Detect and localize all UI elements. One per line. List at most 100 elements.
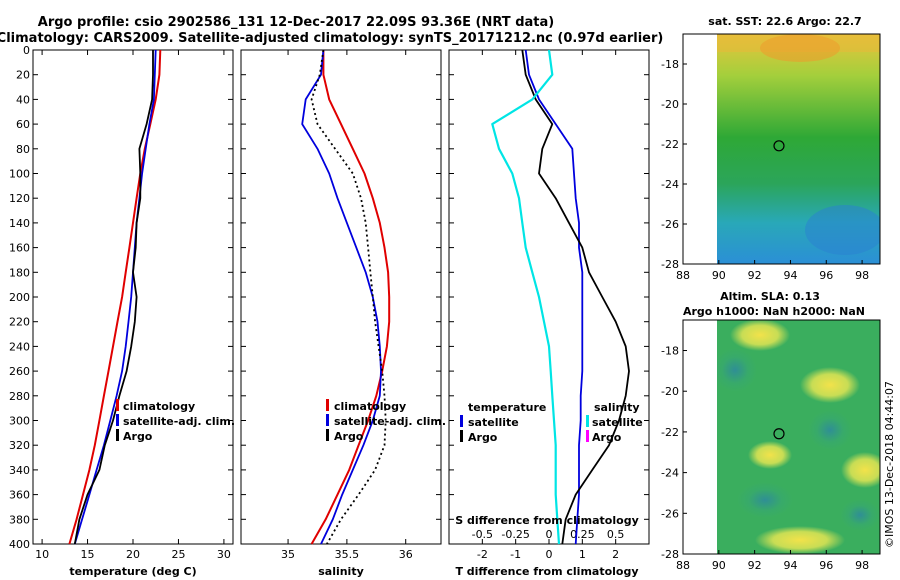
legend-t-argo: Argo [468,431,498,444]
legend-argo: Argo [123,430,153,443]
sla-title: Altim. SLA: 0.13 [720,290,820,303]
top-tick-label: 0.5 [607,528,625,541]
map-x-tick-label: 98 [855,559,869,572]
map-x-tick-label: 90 [712,269,726,282]
difference-axes [448,49,650,545]
series-line-satellite [73,49,157,545]
difference-legend: temperature satellite Argo salinity sate… [460,401,643,444]
legend-s-satellite: satellite [592,416,643,429]
sst-warm-patch [760,34,840,62]
y-tick-label: 220 [9,316,30,329]
sst-frame [682,33,881,265]
map-y-tick-label: -22 [661,138,679,151]
credit: ©IMOS 13-Dec-2018 04:44:07 [883,381,896,548]
legend-swatch-t-argo [460,430,463,442]
legend-s-argo: Argo [592,431,622,444]
salinity-legend: climatology satellite-adj. clim. Argo [326,399,446,443]
temperature-axes [32,49,234,545]
map-x-tick-label: 96 [819,559,833,572]
title-line2: Climatology: CARS2009. Satellite-adjuste… [0,31,663,46]
series-line-cyan [491,49,561,545]
y-tick-label: 80 [16,143,30,156]
title-line1: Argo profile: csio 2902586_131 12-Dec-20… [38,15,554,30]
legend-argo: Argo [334,430,364,443]
map-y-tick-label: -26 [661,218,679,231]
x-tick-label: 35 [281,548,295,561]
y-tick-label: 120 [9,192,30,205]
map-y-tick-label: -28 [661,548,679,561]
y-tick-label: 180 [9,266,30,279]
sla-land-mask [683,320,717,554]
top-tick-label: -0.25 [501,528,529,541]
sla-high-3 [841,452,880,488]
sla-argo-marker [773,428,785,440]
map-x-tick-label: 94 [783,559,797,572]
legend-swatch-argo [116,429,119,441]
difference-xlabel: T difference from climatology [455,565,638,578]
y-tick-label: 400 [9,538,30,551]
legend-climatology: climatology [123,400,195,413]
sla-frame [682,319,881,555]
y-tick-label: 320 [9,439,30,452]
map-y-tick-label: -26 [661,507,679,520]
difference-panel: -2 -1 0 1 2 -0.5 -0.25 0 0.25 0.5 [449,49,649,561]
y-tick-label: 140 [9,217,30,230]
sst-ticks: 88 90 92 94 96 98 -18 -20 -22 -24 -26 -28 [661,58,869,282]
map-y-tick-label: -20 [661,385,679,398]
sla-low-4 [840,499,880,531]
y-tick-label: 0 [23,44,30,57]
map-x-tick-label: 98 [855,269,869,282]
y-tick-label: 300 [9,415,30,428]
legend-satellite: satellite-adj. clim. [123,415,235,428]
sst-map: sat. SST: 22.6 Argo: 22.7 88 90 92 94 96 98 -1… [661,15,881,282]
map-y-tick-label: -24 [661,467,679,480]
map-y-tick-label: -18 [661,345,679,358]
map-x-tick-label: 90 [712,559,726,572]
sla-map: Altim. SLA: 0.13 Argo h1000: NaN h2000: … [661,290,881,572]
map-y-tick-label: -28 [661,258,679,271]
temperature-panel: 0 20 40 60 80 100 120 140 160 180 200 220 240 260 280 3… [9,44,233,561]
y-tick-label: 360 [9,489,30,502]
sla-high-5 [755,526,845,554]
series-line-argo [521,49,630,545]
temperature-legend: climatology satellite-adj. clim. Argo [116,399,235,443]
difference-top-xlabel: S difference from climatology [455,514,639,527]
map-x-tick-label: 92 [748,559,762,572]
series-line-satellite [301,49,382,545]
top-tick-label: -0.5 [472,528,493,541]
y-tick-label: 260 [9,365,30,378]
sla-high-1 [730,320,790,351]
legend-swatch-satellite [326,414,329,426]
map-y-tick-label: -22 [661,426,679,439]
sst-title: sat. SST: 22.6 Argo: 22.7 [708,15,861,28]
sla-subtitle: Argo h1000: NaN h2000: NaN [683,305,865,318]
legend-swatch-climatology [326,399,329,411]
map-x-tick-label: 88 [676,269,690,282]
map-y-tick-label: -20 [661,98,679,111]
sla-low-1 [717,348,757,392]
x-tick-label: 10 [35,548,49,561]
x-tick-label: 35.5 [335,548,360,561]
legend-right-title: salinity [594,401,640,414]
top-tick-label: 0 [546,528,553,541]
sst-argo-marker [773,140,785,152]
y-tick-label: 200 [9,291,30,304]
y-tick-label: 340 [9,464,30,477]
series-line-climatology [310,50,391,545]
salinity-xlabel: salinity [318,565,364,578]
sla-low-3 [737,482,793,518]
sst-land-mask [683,34,717,264]
x-tick-label: 20 [126,548,140,561]
map-x-tick-label: 94 [783,269,797,282]
y-tick-label: 40 [16,93,30,106]
x-tick-label: 25 [171,548,185,561]
y-tick-label: 160 [9,242,30,255]
sla-high-4 [748,441,792,469]
y-tick-label: 280 [9,390,30,403]
x-tick-label: 36 [399,548,413,561]
y-tick-label: 60 [16,118,30,131]
legend-swatch-climatology [116,399,119,411]
series-line-dotted [310,49,387,545]
x-tick-label: 0 [546,548,553,561]
sla-low-2 [808,410,852,450]
